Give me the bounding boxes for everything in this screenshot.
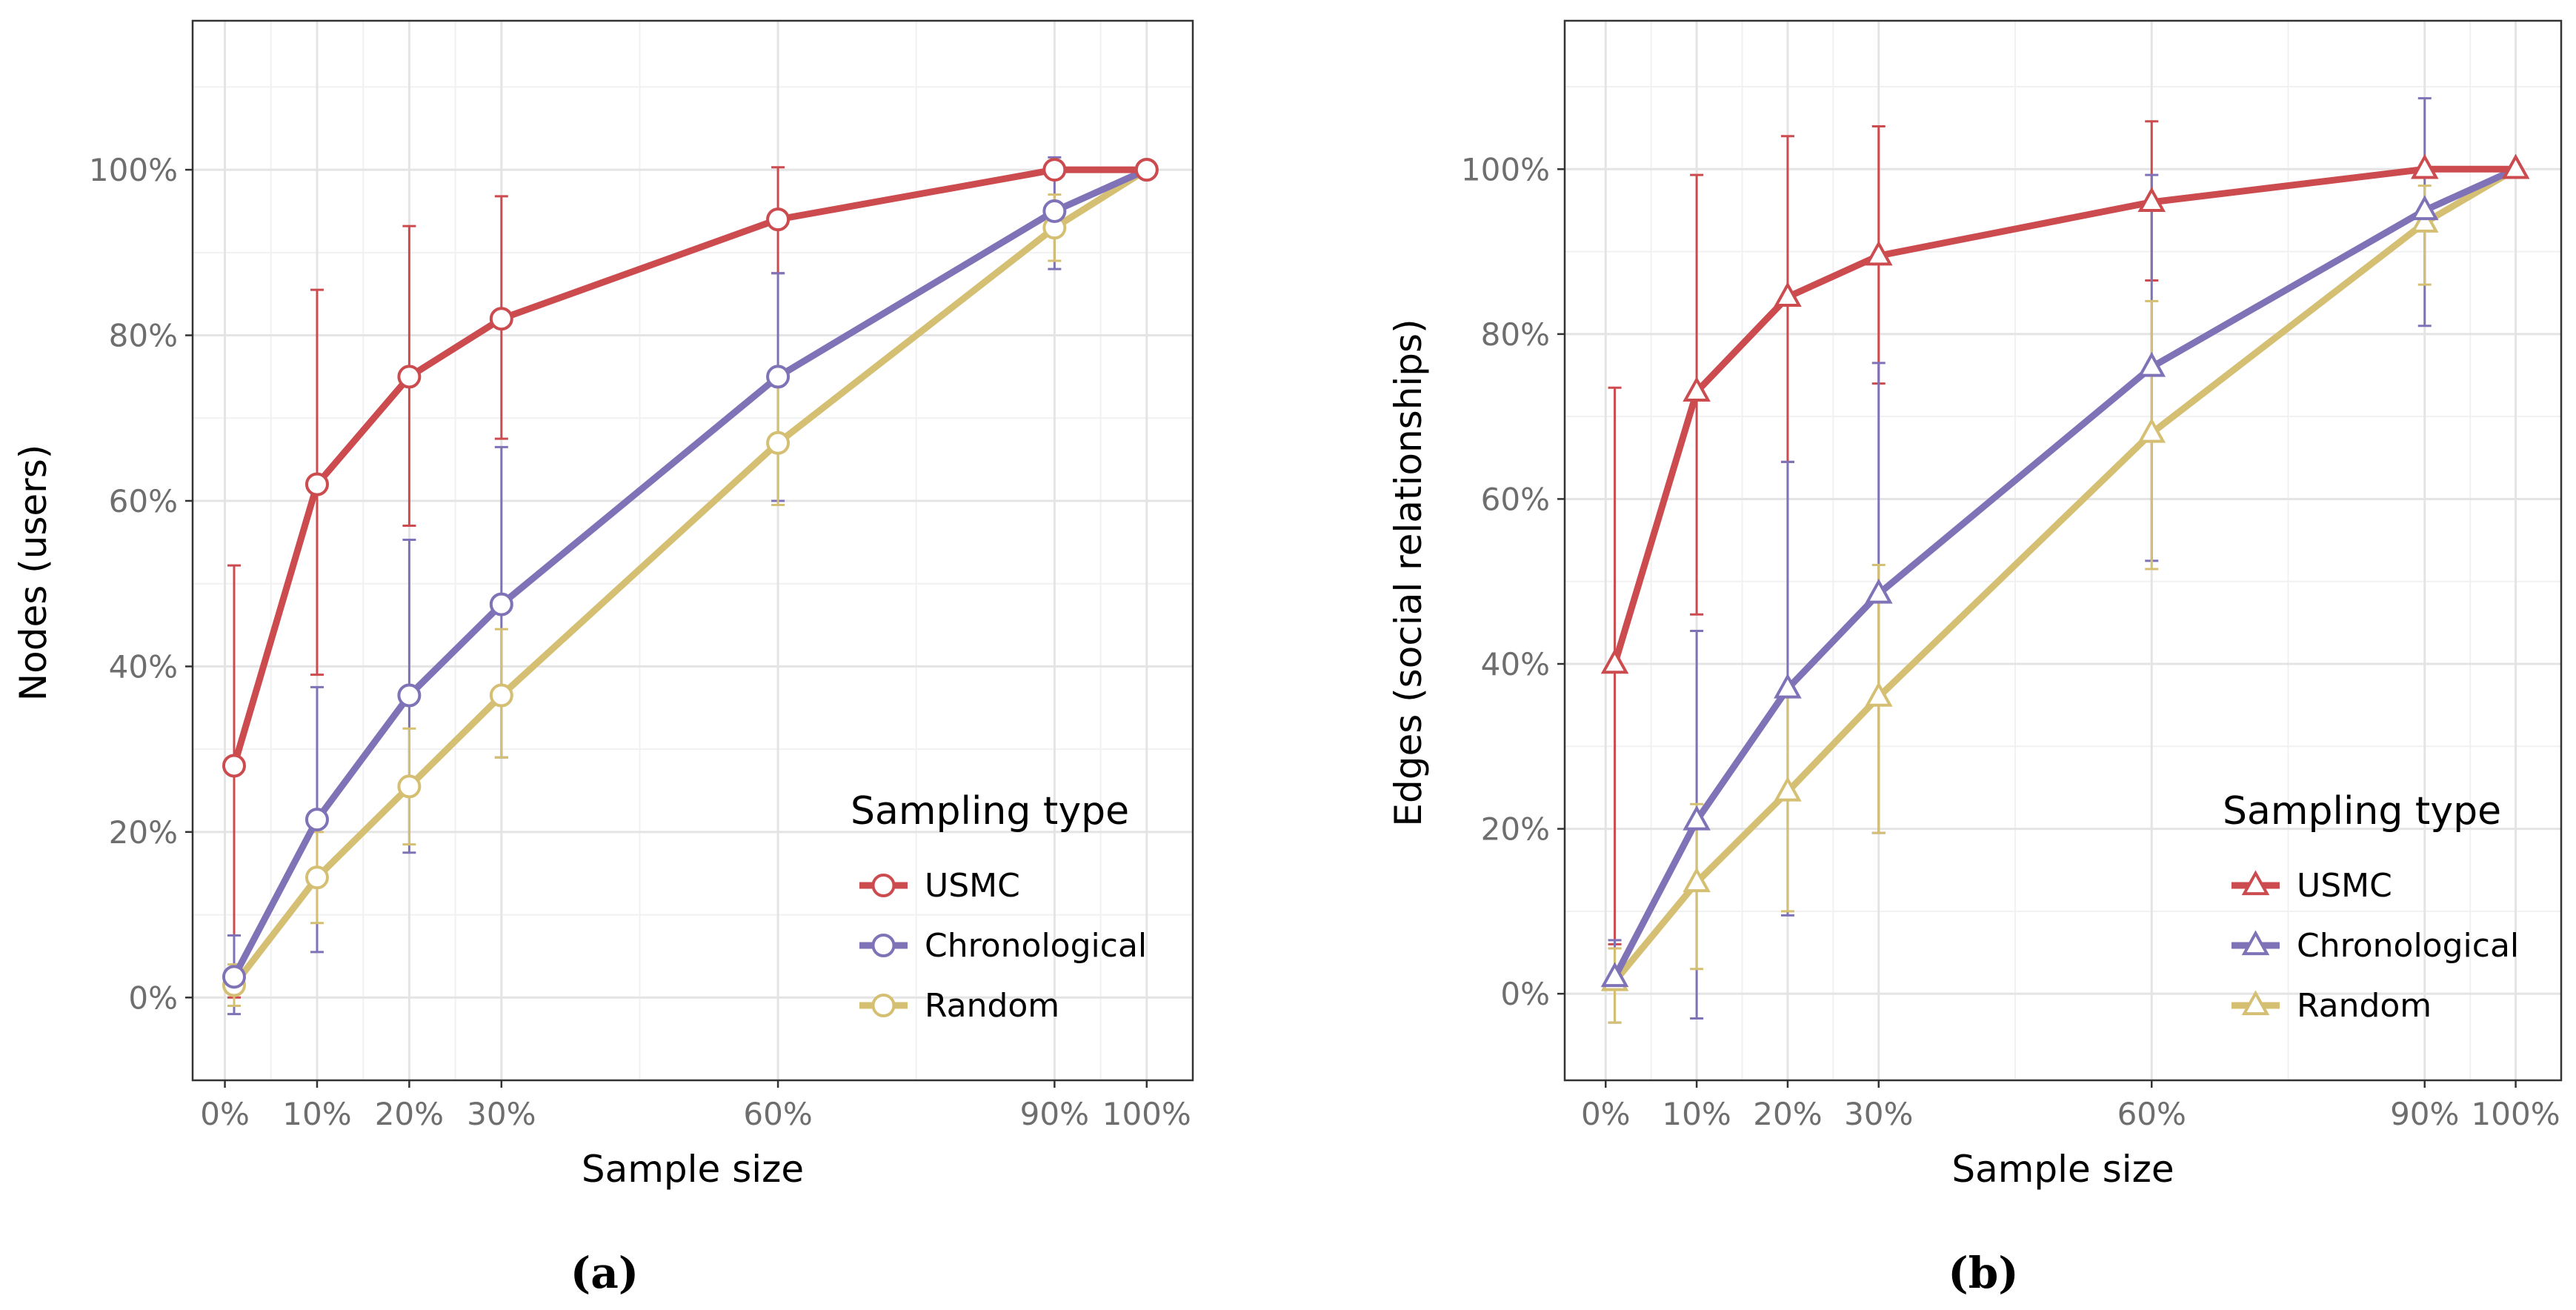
y-tick-label: 100% (1461, 151, 1550, 187)
data-point (1864, 578, 1893, 604)
x-tick-label: 30% (1844, 1096, 1913, 1132)
data-point (2501, 153, 2530, 179)
y-tick-label: 40% (109, 648, 178, 685)
data-point (304, 808, 329, 832)
legend-key-marker (2241, 990, 2270, 1016)
data-point (1864, 240, 1893, 266)
data-point (1042, 199, 1067, 223)
data-point (1774, 282, 1802, 307)
data-point (766, 365, 791, 389)
data-point (2410, 153, 2439, 179)
panel-caption: (a) (570, 1248, 639, 1298)
legend-label: USMC (2297, 867, 2392, 905)
legend-key-marker (2241, 870, 2270, 896)
data-point (489, 307, 513, 331)
y-tick-label: 80% (1481, 316, 1550, 353)
y-axis-title: Nodes (users) (12, 445, 55, 702)
data-point (1600, 648, 1629, 674)
data-point (397, 365, 422, 389)
y-tick-label: 40% (1481, 646, 1550, 682)
x-tick-label: 30% (467, 1096, 536, 1132)
data-point (2410, 195, 2439, 221)
legend-key-marker (871, 994, 896, 1017)
data-point (1042, 158, 1067, 182)
y-tick-label: 60% (1481, 481, 1550, 517)
data-point (1683, 376, 1711, 402)
legend-label: Random (2297, 987, 2432, 1025)
panel-b-chart: 0% 20% 40% 60% 80% 100% 0% 10% 20% 30% 60% 90% 100% S… (1387, 19, 2563, 1298)
panel-a-chart: 0% 20% 40% 60% 80% 100% 0% 10% 20% 30% 60% 90% 100% S… (12, 19, 1194, 1298)
legend-key-marker (871, 874, 896, 897)
x-tick-label: 20% (1753, 1096, 1822, 1132)
x-tick-label: 0% (1581, 1096, 1631, 1132)
data-point (1683, 867, 1711, 893)
data-point (1864, 681, 1893, 707)
data-point (2137, 187, 2166, 212)
data-point (489, 683, 513, 708)
data-point (222, 754, 246, 778)
legend-title: Sampling type (851, 789, 1129, 834)
data-point (304, 865, 329, 890)
y-tick-label: 20% (1481, 811, 1550, 848)
legend-label: Chronological (2297, 927, 2519, 965)
x-tick-label: 0% (200, 1096, 250, 1132)
y-tick-label: 0% (128, 980, 178, 1016)
plot-background (1565, 21, 2561, 1080)
x-tick-label: 60% (2117, 1096, 2186, 1132)
legend-label: USMC (925, 867, 1020, 905)
legend-title: Sampling type (2223, 789, 2501, 834)
data-point (1774, 776, 1802, 802)
y-tick-label: 20% (109, 814, 178, 851)
plot-border (1563, 19, 2563, 1082)
data-point (397, 774, 422, 799)
legend-key-marker (871, 934, 896, 957)
data-point (766, 430, 791, 455)
data-point (1134, 158, 1159, 182)
y-tick-label: 100% (89, 152, 178, 188)
data-point (2137, 417, 2166, 443)
data-point (1683, 805, 1711, 831)
x-tick-label: 100% (1102, 1096, 1191, 1132)
legend-label: Chronological (925, 927, 1147, 965)
legend-key-marker (2241, 930, 2270, 956)
x-tick-label: 60% (743, 1096, 812, 1132)
data-point (489, 592, 513, 616)
x-tick-label: 10% (1662, 1096, 1731, 1132)
x-tick-label: 90% (2390, 1096, 2459, 1132)
x-tick-label: 100% (2472, 1096, 2560, 1132)
x-axis-title: Sample size (582, 1148, 804, 1191)
plot-background (193, 21, 1193, 1080)
y-tick-label: 60% (109, 483, 178, 519)
y-tick-label: 80% (109, 318, 178, 354)
data-point (1600, 962, 1629, 988)
x-tick-label: 20% (375, 1096, 444, 1132)
panel-caption: (b) (1948, 1248, 2018, 1298)
x-tick-label: 10% (282, 1096, 351, 1132)
data-point (304, 472, 329, 496)
data-point (397, 683, 422, 708)
x-axis-title: Sample size (1951, 1148, 2174, 1191)
data-point (766, 207, 791, 232)
data-point (2410, 207, 2439, 233)
legend-label: Random (925, 987, 1059, 1025)
data-point (1774, 673, 1802, 699)
data-point (2137, 351, 2166, 377)
x-tick-label: 90% (1020, 1096, 1089, 1132)
data-point (222, 965, 246, 989)
plot-border (191, 19, 1194, 1082)
y-axis-title: Edges (social relationships) (1387, 319, 1430, 826)
y-tick-label: 0% (1500, 976, 1550, 1012)
